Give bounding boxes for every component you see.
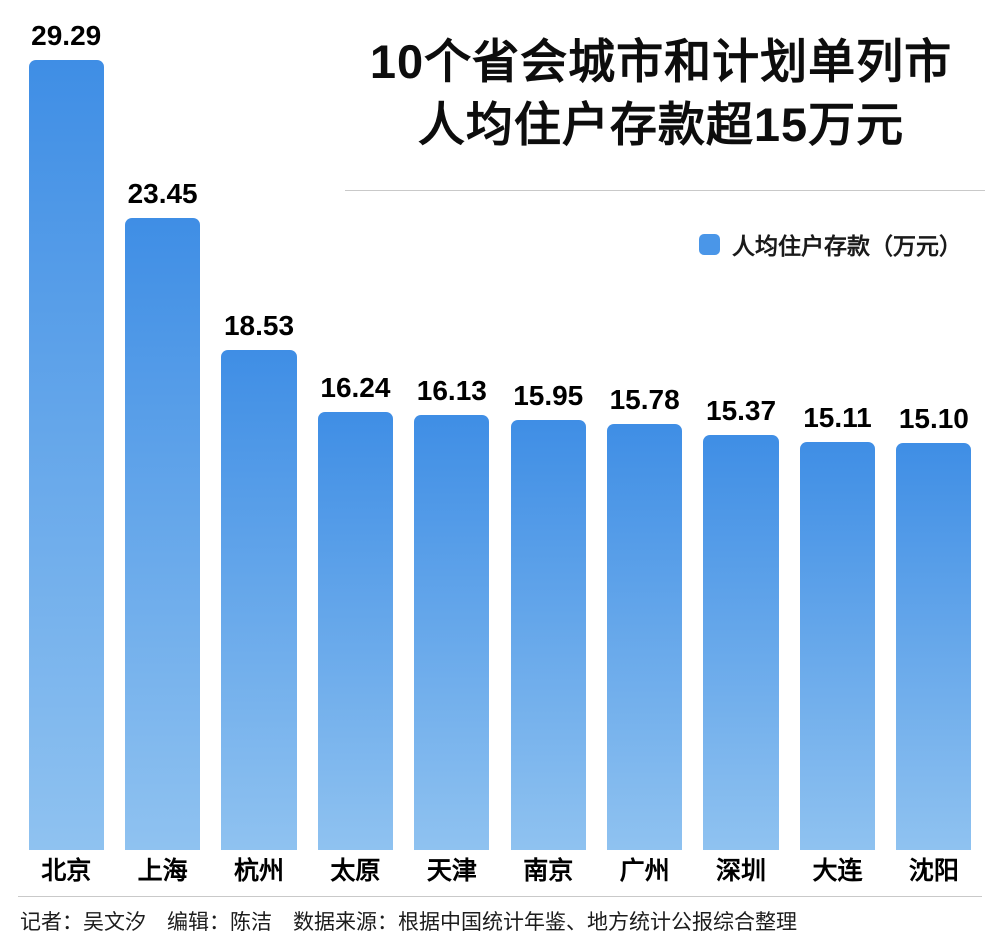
bar-category-label: 上海: [137, 857, 188, 885]
bar[interactable]: [703, 435, 779, 850]
bar[interactable]: [414, 415, 490, 850]
bar-category-label: 北京: [41, 857, 92, 885]
bar-value-label: 16.13: [416, 375, 487, 406]
bar[interactable]: [896, 443, 972, 850]
bar[interactable]: [28, 60, 104, 850]
bar-value-label: 15.10: [898, 403, 969, 434]
footer-divider: [18, 896, 982, 897]
bar-category-label: 广州: [619, 857, 670, 885]
bar-category-label: 太原: [330, 857, 381, 885]
bar-group: 23.45 上海: [114, 0, 210, 888]
bar-group: 16.13 天津: [404, 0, 500, 888]
bar-category-label: 沈阳: [908, 857, 959, 885]
bar-category-label: 南京: [523, 857, 574, 885]
legend-swatch-icon: [699, 233, 720, 255]
legend: 人均住户存款（万元）: [699, 227, 962, 261]
bar[interactable]: [607, 424, 683, 850]
chart-title-line2: 人均住户存款超15万元: [417, 98, 905, 152]
bar-value-label: 23.45: [127, 178, 198, 209]
bar[interactable]: [221, 350, 297, 850]
bar-group: 15.78 广州: [596, 0, 692, 888]
bar-value-label: 15.78: [609, 384, 680, 415]
bar-group: 15.95 南京: [500, 0, 596, 888]
bar[interactable]: [125, 218, 201, 850]
title-divider: [345, 190, 985, 191]
bar-group: 15.11 大连: [789, 0, 885, 888]
bar-category-label: 深圳: [716, 857, 767, 885]
chart-title: 10个省会城市和计划单列市 人均住户存款超15万元: [330, 30, 992, 157]
legend-label: 人均住户存款（万元）: [732, 233, 962, 259]
bar-value-label: 15.95: [513, 380, 584, 411]
bar[interactable]: [317, 412, 394, 850]
bar-value-label: 18.53: [223, 310, 295, 341]
bar-value-label: 16.24: [320, 372, 391, 403]
bar-value-label: 15.11: [803, 402, 872, 433]
bar-group: 18.53 杭州: [211, 0, 307, 888]
footer-credits: 记者：吴文汐 编辑：陈洁 数据来源：根据中国统计年鉴、地方统计公报综合整理: [20, 911, 797, 934]
bar-value-label: 15.37: [706, 395, 777, 426]
bar-group: 15.37 深圳: [693, 0, 789, 888]
bar-chart: 29.29 北京 23.45 上海 18.53 杭州 16.24 太原 16.13 天津 15.95…: [18, 0, 982, 888]
bar-category-label: 杭州: [234, 857, 285, 885]
bar-value-label: 29.29: [31, 20, 102, 51]
bar-category-label: 天津: [426, 857, 477, 885]
bar-category-label: 大连: [812, 857, 863, 885]
bar[interactable]: [510, 420, 586, 850]
chart-title-line1: 10个省会城市和计划单列市: [369, 35, 953, 88]
bar-group: 15.10 沈阳: [886, 0, 982, 888]
bar-group: 16.24 太原: [307, 0, 403, 888]
bar-group: 29.29 北京: [18, 0, 114, 888]
bar[interactable]: [799, 442, 876, 850]
